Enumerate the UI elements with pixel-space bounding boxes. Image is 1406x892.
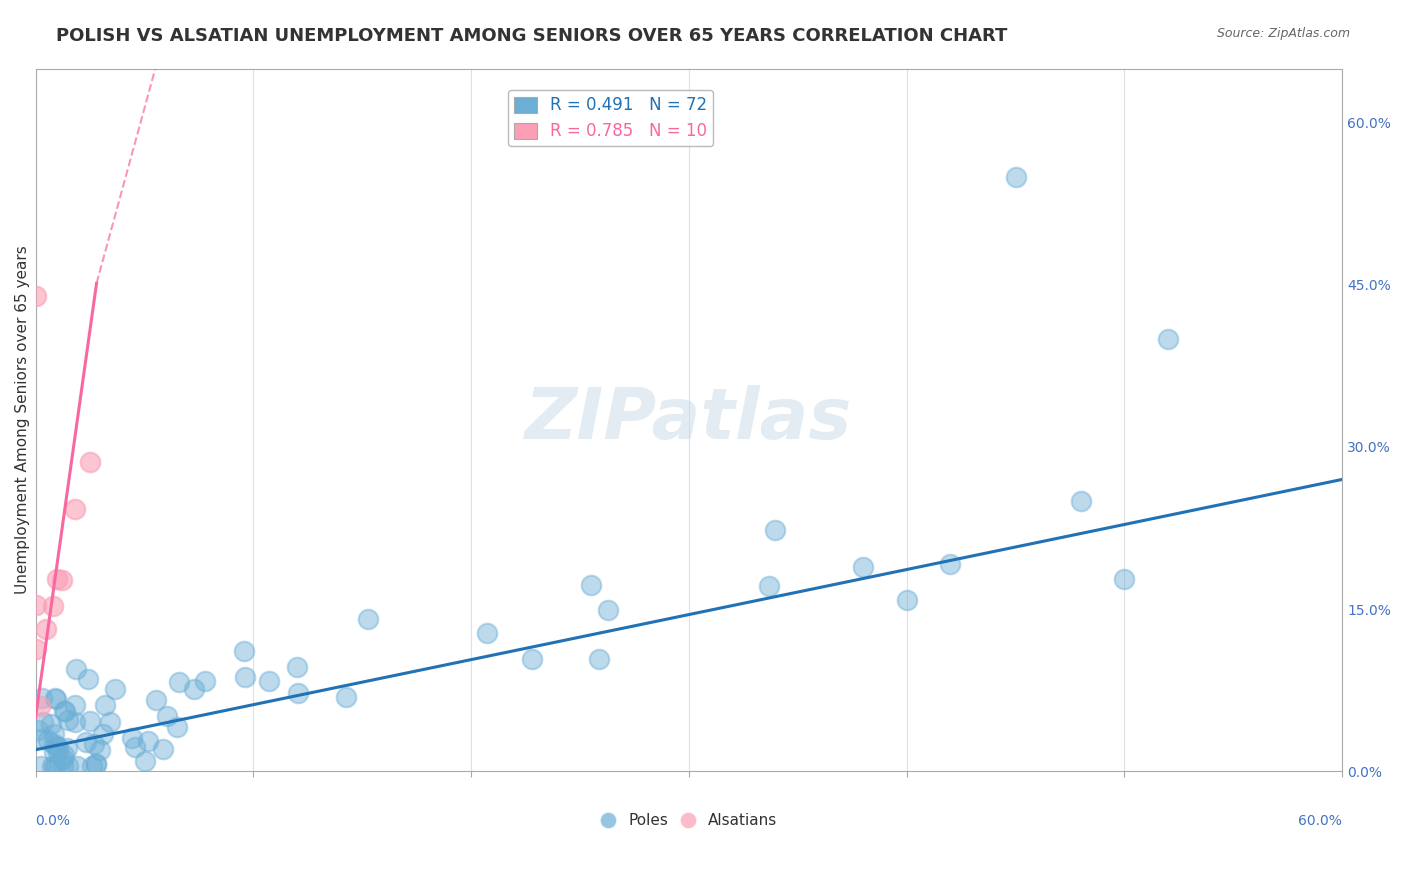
Point [65,662,87,676]
Point [145,693,167,707]
Point [98,715,121,730]
Point [45,759,67,773]
Point [28,699,51,714]
Point [1070,494,1092,508]
Point [84,756,107,771]
Text: ZIPatlas: ZIPatlas [526,385,852,454]
Legend: Poles, Alsatians: Poles, Alsatians [595,806,783,834]
Point [42,727,65,741]
Point [39,716,62,731]
Point [167,675,190,690]
Point [48,739,70,754]
Point [520,652,543,666]
Point [233,670,256,684]
Point [44,691,66,706]
Point [134,755,156,769]
Point [65,698,87,713]
Point [166,720,188,734]
Point [31,759,53,773]
Point [24,598,46,612]
Point [42,737,65,751]
Point [136,734,159,748]
Point [66,759,89,773]
Point [51,573,73,587]
Point [35,622,58,636]
Point [121,731,143,745]
Point [233,644,256,658]
Point [896,593,918,607]
Point [45,739,67,754]
Point [52,747,75,762]
Point [91,727,114,741]
Point [94,698,117,712]
Point [104,682,127,697]
Point [52,752,75,766]
Point [1114,572,1136,586]
Point [194,673,217,688]
Point [1004,169,1026,184]
Point [56,740,79,755]
Point [32,714,55,729]
Point [335,690,357,705]
Point [46,745,69,759]
Point [52,759,75,773]
Point [257,674,280,689]
Point [758,579,780,593]
Point [41,759,63,773]
Text: 0.0%: 0.0% [35,814,70,828]
Point [75,735,97,749]
Point [42,745,65,759]
Point [63,502,86,516]
Point [79,714,101,729]
Point [596,602,619,616]
Point [42,759,65,773]
Point [579,577,602,591]
Point [588,652,610,666]
Point [852,559,875,574]
Point [24,288,46,302]
Point [84,757,107,772]
Point [58,759,80,773]
Y-axis label: Unemployment Among Seniors over 65 years: Unemployment Among Seniors over 65 years [15,245,30,594]
Point [79,455,101,469]
Point [763,523,786,537]
Point [152,742,174,756]
Point [1157,332,1180,346]
Point [156,709,179,723]
Point [77,672,100,686]
Point [53,704,76,718]
Point [42,599,65,613]
Point [939,557,962,571]
Point [44,690,66,705]
Point [287,685,309,699]
Point [80,759,103,773]
Point [183,682,205,697]
Point [24,642,46,657]
Point [285,660,308,674]
Point [83,737,105,751]
Point [475,626,498,640]
Point [46,573,69,587]
Point [31,732,53,747]
Text: 60.0%: 60.0% [1298,814,1343,828]
Point [89,743,111,757]
Point [27,723,49,738]
Text: POLISH VS ALSATIAN UNEMPLOYMENT AMONG SENIORS OVER 65 YEARS CORRELATION CHART: POLISH VS ALSATIAN UNEMPLOYMENT AMONG SE… [56,27,1008,45]
Point [63,715,86,730]
Point [53,704,76,718]
Point [124,740,146,755]
Point [357,612,380,626]
Point [56,713,79,727]
Text: Source: ZipAtlas.com: Source: ZipAtlas.com [1216,27,1350,40]
Point [31,690,53,705]
Point [37,733,59,747]
